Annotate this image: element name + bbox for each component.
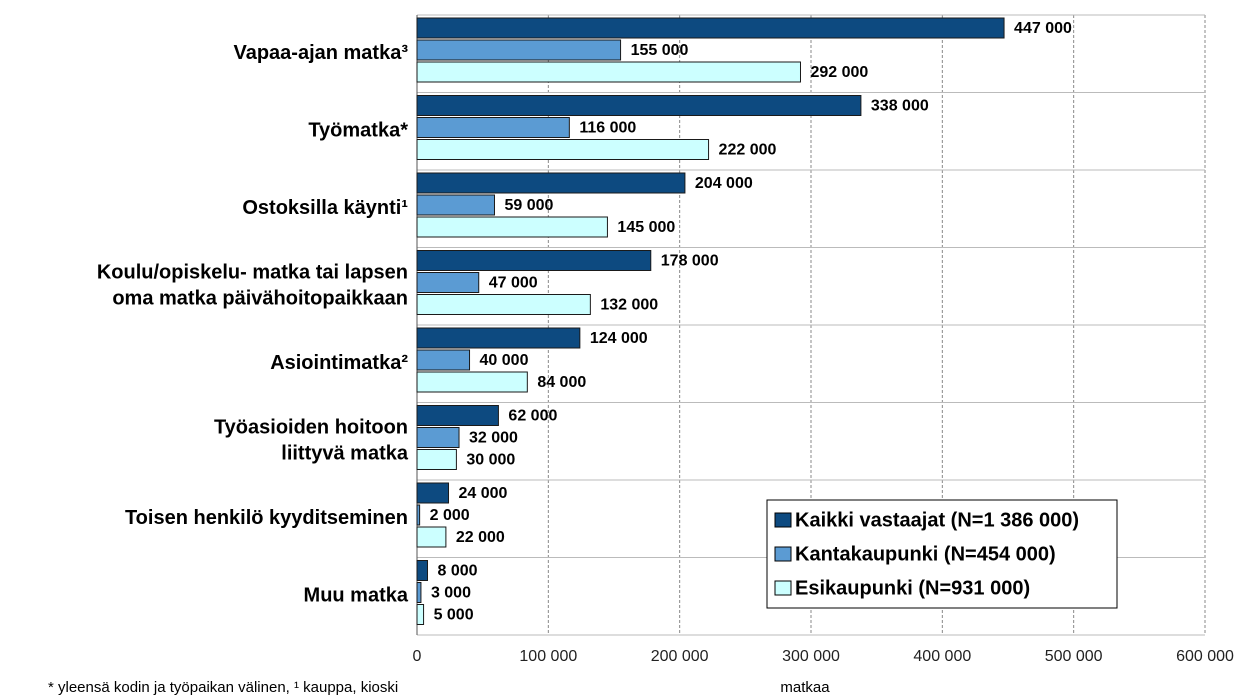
bar (416, 95, 862, 116)
value-label: 59 000 (504, 197, 553, 214)
bar (416, 349, 471, 371)
value-label: 124 000 (590, 330, 648, 347)
value-label: 3 000 (431, 585, 471, 602)
value-label: 178 000 (661, 253, 719, 270)
value-label: 155 000 (631, 42, 689, 59)
bar (416, 482, 450, 504)
bar (416, 272, 480, 293)
x-tick-label: 400 000 (913, 648, 971, 665)
category-label: Työmatka* (308, 120, 408, 142)
category-label: Koulu/opiskelu- matka tai lapsen (97, 262, 408, 284)
category-label: Muu matka (304, 585, 409, 607)
category-label: Toisen henkilö kyyditseminen (125, 507, 408, 529)
category-label: liittyvä matka (281, 443, 409, 465)
bar (416, 582, 422, 603)
value-label: 338 000 (871, 98, 929, 115)
bar (416, 139, 710, 160)
bar (416, 427, 460, 448)
x-tick-label: 100 000 (519, 648, 577, 665)
value-label: 145 000 (617, 219, 675, 236)
category-label: Työasioiden hoitoon (214, 417, 408, 439)
legend-box (766, 499, 1118, 609)
value-label: 40 000 (480, 352, 529, 369)
value-label: 24 000 (459, 485, 508, 502)
bar (416, 172, 686, 194)
value-label: 22 000 (456, 529, 505, 546)
x-tick-label: 0 (413, 648, 422, 665)
legend-label: Kantakaupunki (N=454 000) (795, 543, 1056, 565)
legend-swatch (774, 512, 792, 528)
bar (416, 526, 447, 548)
bar (416, 604, 425, 625)
bar (416, 405, 499, 426)
value-label: 32 000 (469, 430, 518, 447)
bar (416, 250, 652, 271)
bar (416, 17, 1005, 39)
value-label: 292 000 (810, 64, 868, 81)
value-label: 447 000 (1014, 20, 1072, 37)
category-label: Asiointimatka² (270, 352, 408, 374)
legend-label: Kaikki vastaajat (N=1 386 000) (795, 509, 1079, 531)
bar (416, 39, 622, 61)
value-label: 132 000 (600, 297, 658, 314)
x-axis-label: matkaa (780, 679, 830, 696)
bar (416, 504, 421, 526)
x-tick-label: 200 000 (651, 648, 709, 665)
bar (416, 216, 608, 238)
footnote: * yleensä kodin ja työpaikan välinen, ¹ … (48, 679, 398, 696)
bar (416, 194, 495, 216)
legend-label: Esikaupunki (N=931 000) (795, 577, 1030, 599)
x-tick-label: 600 000 (1176, 648, 1234, 665)
value-label: 116 000 (579, 120, 636, 137)
value-label: 2 000 (430, 507, 470, 524)
category-label: Ostoksilla käynti¹ (242, 197, 408, 219)
bar (416, 61, 801, 83)
bar (416, 294, 591, 315)
value-label: 30 000 (466, 452, 515, 469)
x-tick-label: 300 000 (782, 648, 840, 665)
legend-swatch (774, 580, 792, 596)
bar (416, 117, 570, 138)
value-label: 62 000 (508, 408, 557, 425)
value-label: 204 000 (695, 175, 753, 192)
value-label: 5 000 (434, 607, 474, 624)
legend-swatch (774, 546, 792, 562)
bar (416, 371, 528, 393)
category-label: oma matka päivähoitopaikkaan (112, 288, 408, 310)
value-label: 84 000 (537, 374, 586, 391)
value-label: 8 000 (438, 563, 478, 580)
value-label: 222 000 (719, 142, 777, 159)
x-tick-label: 500 000 (1045, 648, 1103, 665)
category-label: Vapaa-ajan matka³ (233, 42, 408, 64)
bar (416, 449, 457, 470)
value-label: 47 000 (489, 275, 538, 292)
bar (416, 560, 429, 581)
bar (416, 327, 581, 349)
